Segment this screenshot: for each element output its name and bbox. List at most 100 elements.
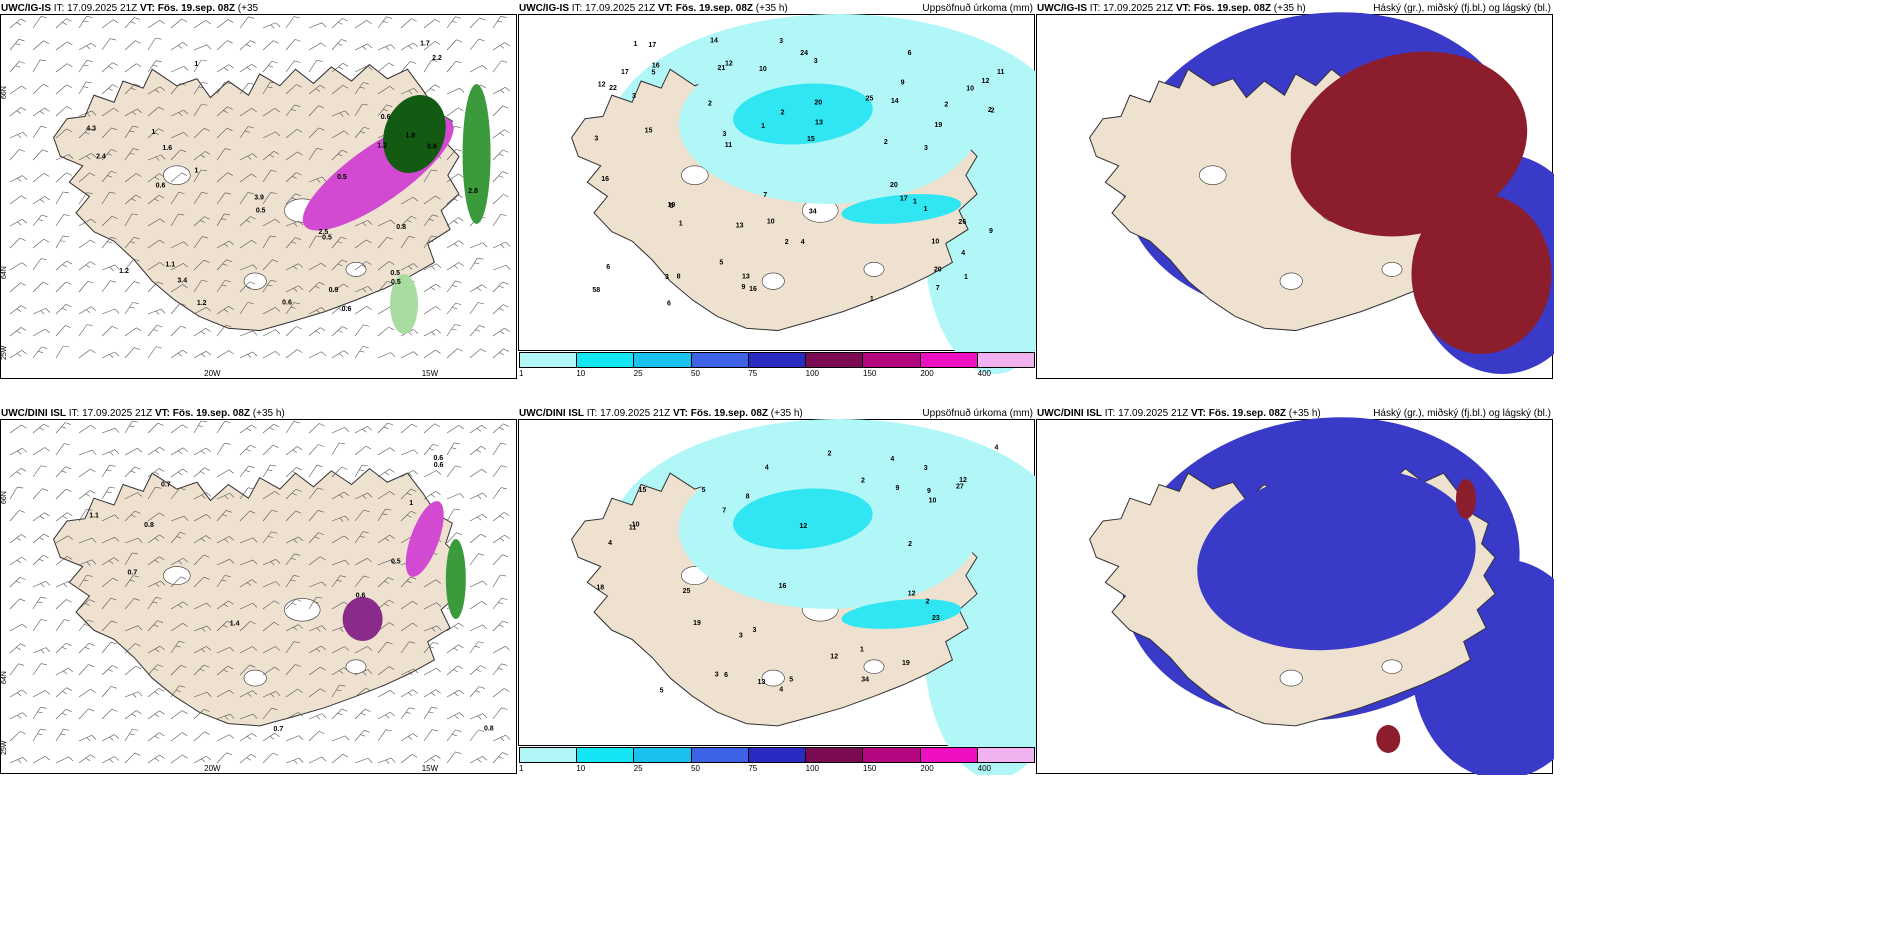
- wind-value-label: 0.6: [342, 306, 352, 313]
- precip-value-label: 6: [724, 672, 728, 679]
- precip-value-label: 1: [924, 206, 928, 213]
- precip-value-label: 19: [935, 122, 943, 129]
- field-title: Uppsöfnuð úrkoma (mm): [922, 3, 1033, 14]
- wind-value-label: 0.9: [329, 287, 339, 294]
- valid-time: VT: Fös. 19.sep. 08Z: [672, 408, 768, 419]
- map-canvas: [1036, 12, 1554, 379]
- panel-header: UWC/DINI ISL IT: 17.09.2025 21Z VT: Fös.…: [1036, 405, 1554, 423]
- precip-value-label: 4: [801, 239, 805, 246]
- precip-value-label: 20: [934, 267, 942, 274]
- panel-ig-wind: UWC/IG-IS IT: 17.09.2025 21Z VT: Fös. 19…: [0, 0, 518, 380]
- latitude-label: 66N: [1, 86, 8, 99]
- wind-speed-mid: [383, 95, 446, 173]
- precip-value-label: 13: [736, 222, 744, 229]
- precip-value-label: 16: [779, 583, 787, 590]
- wind-value-label: 0.5: [391, 559, 401, 566]
- precip-value-label: 11: [629, 524, 637, 531]
- field-title: Háský (gr.), miðský (fj.bl.) og lágský (…: [1373, 408, 1551, 419]
- legend-swatch: [977, 353, 1034, 367]
- valid-time: VT: Fös. 19.sep. 08Z: [657, 3, 753, 14]
- legend-tick-label: 150: [863, 369, 877, 378]
- map-canvas: 20W 15W 66N 64N 25W 0.6 1 1.1 1 1.8 0.9 2.8 1 0.5 3.4 1…: [0, 14, 517, 379]
- precip-value-label: 12: [799, 523, 807, 530]
- panel-header-left: UWC/DINI ISL IT: 17.09.2025 21Z VT: Fös.…: [1037, 407, 1321, 420]
- map-canvas: 1210563325111132222120201310127341917161…: [518, 14, 1036, 374]
- panel-header: UWC/DINI ISL IT: 17.09.2025 21Z VT: Fös.…: [518, 405, 1036, 423]
- precip-value-label: 12: [982, 78, 990, 85]
- init-time: IT: 17.09.2025 21Z: [51, 3, 140, 14]
- legend-tick-label: 200: [920, 764, 934, 773]
- longitude-label: 20W: [204, 369, 221, 378]
- precip-value-label: 3: [753, 627, 757, 634]
- field-title: Háský (gr.), miðský (fj.bl.) og lágský (…: [1373, 3, 1551, 14]
- wind-value-label: 0.8: [484, 725, 494, 732]
- precip-value-label: 12: [725, 61, 733, 68]
- precip-value-label: 1: [913, 199, 917, 206]
- precip-value-label: 21: [718, 65, 726, 72]
- precip-value-label: 6: [667, 301, 671, 308]
- legend-swatch: [691, 353, 749, 367]
- precip-value-label: 5: [660, 688, 664, 695]
- panel-ig-cloud: UWC/IG-IS IT: 17.09.2025 21Z VT: Fös. 19…: [1036, 0, 1554, 380]
- precip-value-label: 16: [601, 176, 609, 183]
- wind-speed-mid: [462, 84, 491, 224]
- precip-value-label: 3: [924, 145, 928, 152]
- precip-value-label: 34: [809, 209, 817, 216]
- wind-value-label: 0.6: [156, 183, 166, 190]
- wind-value-label: 2.2: [432, 55, 442, 62]
- precip-value-label: 12: [959, 477, 967, 484]
- precip-value-label: 27: [956, 483, 964, 490]
- precip-value-label: 3: [665, 274, 669, 281]
- legend-swatch: [577, 748, 635, 762]
- wind-value-label: 0.6: [434, 462, 444, 469]
- wind-value-label: 2.5: [319, 229, 329, 236]
- latitude-label: 66N: [1, 491, 8, 504]
- longitude-label: 15W: [422, 369, 439, 378]
- precip-value-label: 20: [890, 182, 898, 189]
- precip-value-label: 2: [908, 541, 912, 548]
- precip-value-label: 19: [902, 660, 910, 667]
- wind-value-label: 0.8: [427, 143, 437, 150]
- precip-value-label: 14: [710, 37, 718, 44]
- precip-value-label: 15: [645, 127, 653, 134]
- lead-time: (+35 h): [768, 408, 803, 419]
- high-cloud-area: [1411, 194, 1552, 354]
- high-cloud-area: [1290, 51, 1528, 237]
- panel-header-left: UWC/IG-IS IT: 17.09.2025 21Z VT: Fös. 19…: [519, 2, 788, 15]
- precip-value-label: 58: [592, 287, 600, 294]
- longitude-label: 15W: [422, 764, 439, 773]
- latitude-label: 25W: [1, 345, 8, 360]
- model-name: UWC/DINI ISL: [1037, 408, 1102, 419]
- precip-value-label: 3: [739, 633, 743, 640]
- wind-value-label: 1.1: [89, 512, 99, 519]
- legend-tick-label: 10: [576, 764, 586, 773]
- wind-value-label: 0.6: [282, 299, 292, 306]
- longitude-label: 20W: [204, 764, 221, 773]
- precip-value-label: 24: [800, 50, 808, 57]
- legend-tick-label: 200: [920, 369, 934, 378]
- wind-value-label: 0.6: [381, 114, 391, 121]
- init-time: IT: 17.09.2025 21Z: [569, 3, 658, 14]
- legend-swatch: [748, 748, 807, 762]
- precip-value-label: 10: [759, 66, 767, 73]
- precip-value-label: 1: [860, 646, 864, 653]
- panel-dini-wind: UWC/DINI ISL IT: 17.09.2025 21Z VT: Fös.…: [0, 405, 518, 775]
- wind-value-label: 0.5: [256, 208, 266, 215]
- precip-value-label: 5: [651, 70, 655, 77]
- precip-value-label: 5: [719, 260, 723, 267]
- precip-value-label: 5: [670, 203, 674, 210]
- precip-value-label: 12: [908, 590, 916, 597]
- precip-legend: [519, 352, 1035, 368]
- precip-value-label: 3: [814, 58, 818, 65]
- precip-value-label: 16: [652, 62, 660, 69]
- precip-value-label: 10: [767, 219, 775, 226]
- legend-swatch: [806, 748, 864, 762]
- precip-value-label: 3: [723, 131, 727, 138]
- field-title: Uppsöfnuð úrkoma (mm): [922, 408, 1033, 419]
- precip-value-label: 17: [621, 69, 629, 76]
- precip-value-label: 25: [866, 96, 874, 103]
- wind-value-label: 0.5: [322, 234, 332, 241]
- precip-value-label: 1: [761, 123, 765, 130]
- precip-value-label: 15: [639, 487, 647, 494]
